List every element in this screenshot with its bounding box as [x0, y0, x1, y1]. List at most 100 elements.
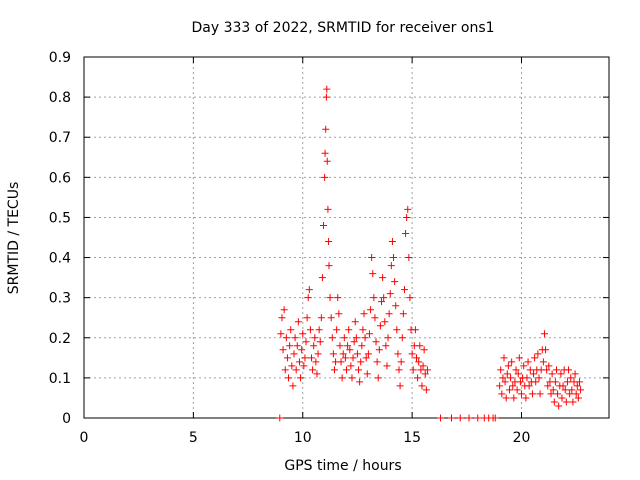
chart-title: Day 333 of 2022, SRMTID for receiver ons…: [191, 20, 494, 36]
data-point: [545, 362, 553, 370]
data-point: [516, 378, 524, 386]
data-point: [508, 358, 516, 366]
data-point: [394, 350, 402, 358]
data-point: [515, 354, 523, 362]
data-point: [550, 398, 558, 406]
data-point: [367, 306, 375, 314]
data-point: [531, 354, 539, 362]
y-tick-label: 0.8: [49, 90, 71, 106]
data-point: [391, 278, 399, 286]
data-point: [345, 326, 353, 334]
data-point: [310, 342, 318, 350]
data-point: [573, 382, 581, 390]
data-point: [282, 334, 290, 342]
data-point: [505, 386, 513, 394]
data-point: [417, 366, 425, 374]
data-point: [567, 374, 575, 382]
y-tick-label: 0.9: [49, 50, 71, 66]
data-point: [504, 362, 512, 370]
y-tick-label: 0.2: [49, 331, 71, 347]
data-point: [322, 93, 330, 101]
data-point: [512, 366, 520, 374]
data-point: [276, 414, 284, 422]
data-point: [398, 334, 406, 342]
data-point: [311, 334, 319, 342]
plot-frame: [83, 56, 610, 419]
data-point: [387, 262, 395, 270]
data-point: [316, 338, 324, 346]
data-point: [553, 366, 560, 374]
data-point: [577, 386, 585, 394]
data-point: [277, 330, 285, 338]
data-point: [390, 254, 398, 262]
data-point: [403, 213, 411, 221]
data-point: [358, 342, 366, 350]
data-point: [522, 394, 530, 402]
data-point: [437, 414, 445, 422]
data-point: [280, 306, 288, 314]
data-point: [352, 334, 360, 342]
data-point: [507, 374, 515, 382]
data-point: [297, 374, 305, 382]
data-point: [406, 294, 414, 302]
data-point: [411, 326, 419, 334]
data-point: [575, 378, 583, 386]
data-point: [318, 274, 326, 282]
data-point: [364, 350, 372, 358]
data-point: [336, 342, 344, 350]
x-tick-label: 5: [189, 430, 198, 446]
x-tick-labels: 0 5 10 15 20: [80, 430, 531, 446]
data-point: [499, 374, 507, 382]
data-point: [539, 358, 547, 366]
data-point: [526, 366, 534, 374]
data-point: [574, 394, 582, 402]
data-point: [536, 390, 544, 398]
data-point: [503, 370, 511, 378]
data-point: [305, 286, 313, 294]
data-point: [419, 362, 427, 370]
data-point: [569, 398, 577, 406]
data-point: [571, 370, 579, 378]
data-point: [386, 290, 394, 298]
data-point: [351, 318, 359, 326]
data-point: [281, 366, 289, 374]
data-point: [334, 294, 342, 302]
data-point: [540, 330, 548, 338]
data-point: [288, 362, 296, 370]
data-point: [422, 386, 430, 394]
data-point: [393, 326, 401, 334]
data-point: [327, 314, 335, 322]
data-point: [501, 378, 509, 386]
data-point: [572, 390, 580, 398]
data-point: [502, 394, 510, 402]
data-point: [566, 390, 574, 398]
data-point: [385, 310, 393, 318]
data-point: [295, 358, 303, 366]
data-point: [551, 378, 559, 386]
y-tick-label: 0.1: [49, 371, 71, 387]
data-point: [383, 362, 391, 370]
data-point: [315, 326, 323, 334]
data-point: [423, 366, 431, 374]
data-point: [378, 298, 385, 306]
axis-ticks: [83, 56, 609, 419]
data-point: [324, 205, 332, 213]
y-tick-labels: 0 0.1 0.2 0.3 0.4 0.5 0.6 0.7 0.8 0.9: [49, 50, 71, 427]
data-point: [328, 334, 336, 342]
data-point: [513, 386, 521, 394]
data-point: [304, 294, 312, 302]
data-point: [294, 318, 302, 326]
data-point: [371, 314, 379, 322]
data-point: [415, 358, 423, 366]
data-point: [369, 270, 377, 278]
data-point: [313, 370, 321, 378]
data-point: [338, 374, 346, 382]
data-point: [395, 366, 403, 374]
data-point: [308, 354, 315, 362]
data-point: [314, 350, 322, 358]
data-point: [496, 382, 504, 390]
data-point: [379, 274, 387, 282]
data-point: [362, 354, 370, 362]
data-point: [554, 390, 562, 398]
